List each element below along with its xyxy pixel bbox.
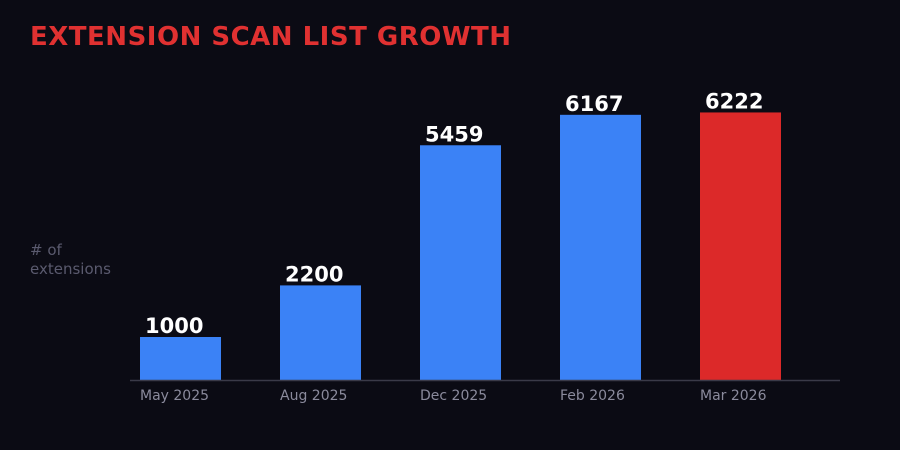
x-tick-label: May 2025 bbox=[140, 388, 209, 404]
value-label: 2200 bbox=[285, 262, 343, 286]
value-label: 5459 bbox=[425, 122, 483, 146]
x-tick-label: Mar 2026 bbox=[700, 388, 767, 404]
y-axis-label-line-2: extensions bbox=[30, 260, 111, 278]
x-tick-label: Aug 2025 bbox=[280, 388, 347, 404]
y-axis-label-line-1: # of bbox=[30, 241, 62, 259]
bar-may-2025 bbox=[140, 337, 221, 380]
value-label: 1000 bbox=[145, 314, 203, 338]
bar-mar-2026 bbox=[700, 112, 781, 380]
chart-title: EXTENSION SCAN LIST GROWTH bbox=[30, 22, 512, 52]
bar-dec-2025 bbox=[420, 145, 501, 380]
value-label: 6222 bbox=[705, 89, 763, 113]
x-tick-label: Feb 2026 bbox=[560, 388, 625, 404]
y-axis-label: # of extensions bbox=[30, 241, 130, 279]
bar-feb-2026 bbox=[560, 114, 641, 380]
bar-aug-2025 bbox=[280, 285, 361, 380]
value-label: 6167 bbox=[565, 92, 623, 116]
x-tick-label: Dec 2025 bbox=[420, 388, 487, 404]
